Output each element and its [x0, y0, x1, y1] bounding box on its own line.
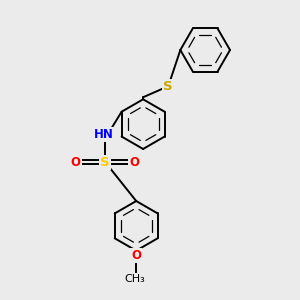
Text: S: S	[100, 156, 110, 169]
Text: O: O	[131, 249, 141, 262]
Text: O: O	[71, 156, 81, 169]
Text: O: O	[130, 156, 140, 169]
Text: HN: HN	[94, 128, 113, 141]
Text: CH₃: CH₃	[124, 274, 145, 284]
Text: S: S	[164, 80, 173, 93]
